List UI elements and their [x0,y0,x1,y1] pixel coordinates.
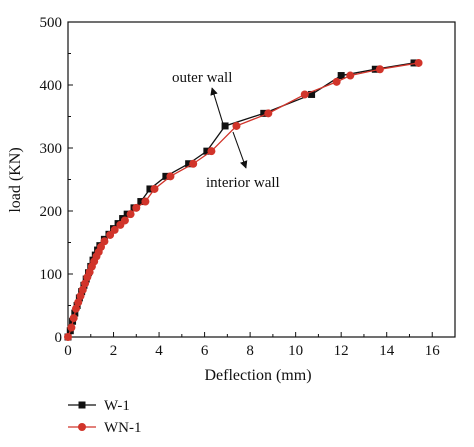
series-w-1-point [308,90,316,98]
series-w-1-point [137,198,145,206]
legend-item-wn-1: WN-1 [68,420,142,436]
series-wn-1-point [120,216,129,225]
x-tick-label: 10 [288,343,303,359]
series-wn-1-point [69,314,78,323]
series-wn-1-point [126,210,135,219]
series-wn-1-point [189,159,198,168]
series-wn-1-line [67,62,419,338]
series-w-1-point [185,160,193,168]
legend-marker-wn-1 [78,423,86,431]
legend-item-w-1: W-1 [68,398,130,414]
y-axis-title: load (KN) [7,147,24,212]
series-w-1-point [221,122,229,130]
series-w-1-line [67,62,415,338]
series-wn-1-point [67,323,76,332]
legend-marker-w-1 [78,401,86,409]
annotation-outer-wall-arrow [210,87,224,125]
series-wn-1-point [300,90,309,99]
series-wn-1-point [78,285,87,294]
series-wn-1-point [64,333,72,341]
series-wn-1-point [332,77,341,86]
annotations: outer wall interior wall [172,70,280,191]
series-w-1-point [162,172,170,180]
series-w-1-point [410,59,418,67]
annotation-interior-wall-label: interior wall [206,175,280,191]
series-wn-1-point [264,109,273,118]
series-wn-1-point [71,304,80,313]
series-w-1-point [260,109,268,117]
series-w-1-point [203,147,211,155]
y-tick-label: 300 [40,141,63,157]
series-wn-1-point [346,71,355,80]
series-wn-1-point [132,203,141,212]
series-wn-1-point [166,172,175,181]
series-w-1-point [371,65,379,73]
x-tick-label: 4 [155,343,163,359]
series-w-1-point [337,72,345,80]
annotation-interior-wall-arrow [232,131,248,169]
series-wn-1-point [76,292,85,301]
series-wn-1-point [414,58,423,67]
y-tick-label: 0 [55,330,63,346]
series-wn-1-point [100,237,109,246]
series-wn-1-point [74,298,83,307]
series-wn-1-point [232,121,241,130]
series-wn-1-point [141,197,150,206]
series-layer [64,58,423,341]
x-tick-label: 6 [201,343,209,359]
y-tick-label: 500 [40,15,63,31]
series-wn-1-point [150,184,159,193]
y-tick-label: 200 [40,204,63,220]
x-tick-label: 12 [334,343,349,359]
series-w-1-point [146,185,154,193]
y-tick-label: 400 [40,78,63,94]
x-tick-label: 14 [379,343,395,359]
series-wn-1-point [81,279,90,288]
x-axis-ticks: 0 2 4 6 8 10 12 14 16 [64,332,440,359]
y-axis-ticks: 0 100 200 300 400 500 [40,15,73,346]
series-wn-1-point [375,65,384,74]
x-tick-label: 0 [64,343,72,359]
x-tick-label: 2 [110,343,118,359]
x-axis-title: Deflection (mm) [204,367,311,384]
annotation-outer-wall-label: outer wall [172,70,232,86]
legend-label-w-1: W-1 [104,398,130,414]
x-tick-label: 8 [246,343,254,359]
legend: W-1 WN-1 [68,398,142,436]
x-tick-label: 16 [425,343,441,359]
series-wn-1-point [207,147,216,156]
series-w-1 [64,59,418,341]
series-wn-1-point [110,225,119,234]
y-tick-label: 100 [40,267,63,283]
series-wn-1 [64,58,423,341]
legend-label-wn-1: WN-1 [104,420,142,436]
